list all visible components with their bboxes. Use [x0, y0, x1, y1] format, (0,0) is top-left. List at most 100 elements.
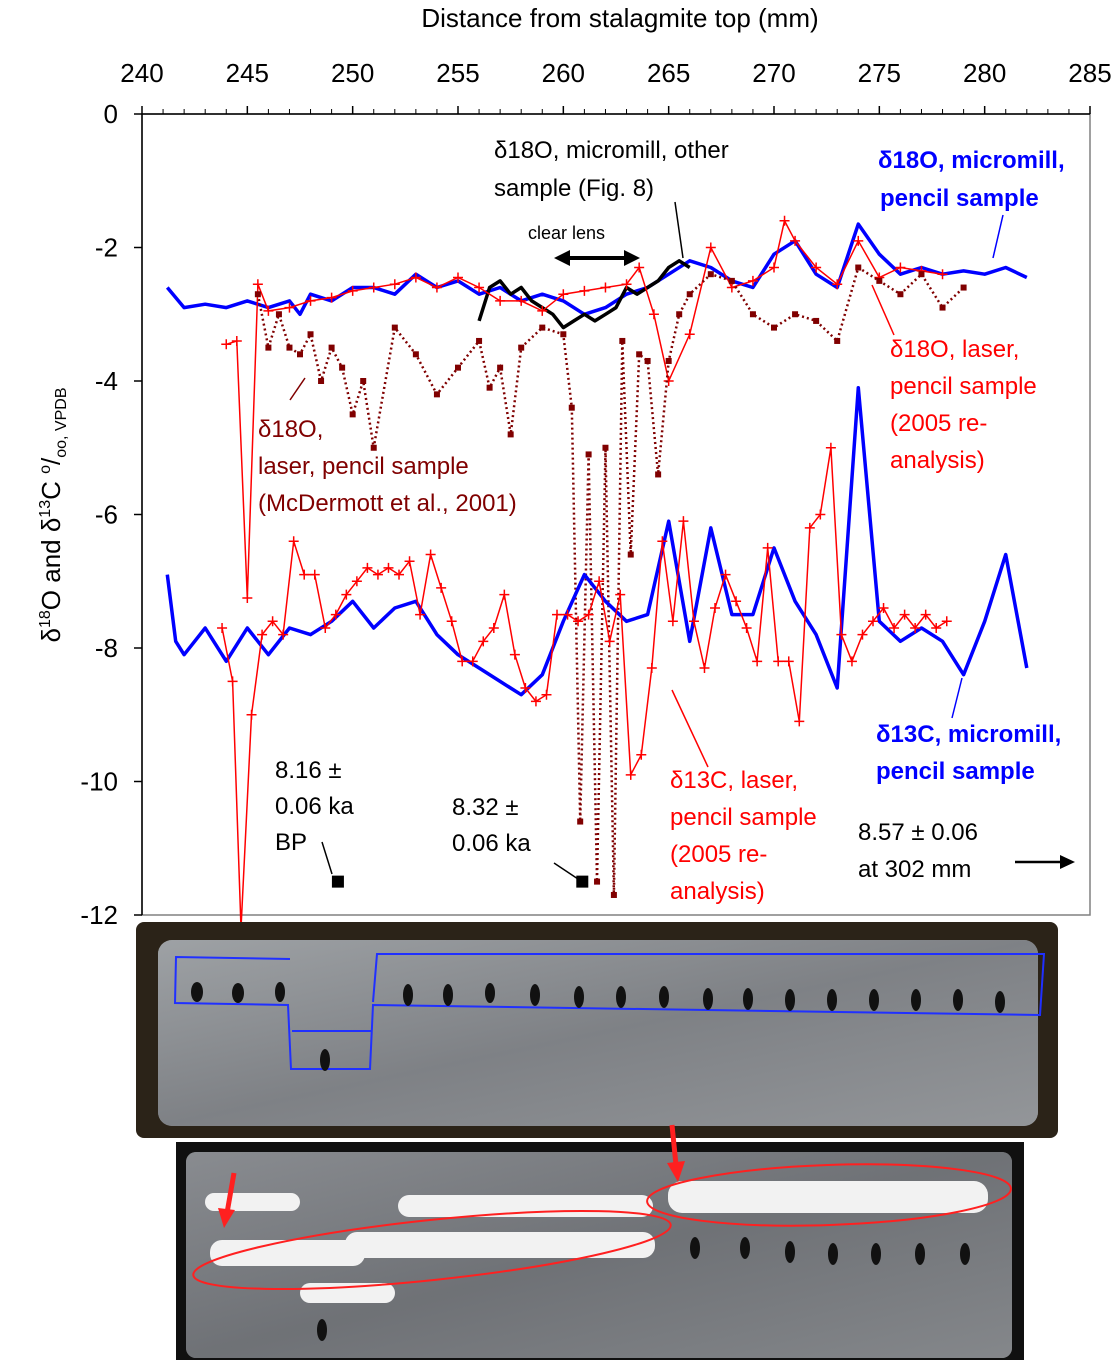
series-point — [676, 311, 683, 318]
series-layer — [165, 215, 1029, 934]
series-point — [520, 683, 531, 694]
series-point — [577, 818, 584, 825]
series-point — [918, 271, 925, 278]
series-point — [678, 516, 689, 527]
series-point — [495, 295, 506, 306]
series-point — [486, 384, 493, 391]
series-point — [627, 551, 634, 558]
series-point — [425, 549, 436, 560]
slab-photo-lower — [176, 1124, 1024, 1360]
series-point — [410, 272, 421, 283]
series-point — [257, 629, 268, 640]
series-point — [221, 339, 232, 350]
series-point — [372, 569, 383, 580]
x-tick-label: 265 — [647, 58, 690, 88]
series-point — [868, 616, 879, 627]
series-point — [941, 616, 952, 627]
annotation-age1-line1: 8.16 ± — [275, 757, 342, 784]
series-point — [518, 344, 525, 351]
series-point — [804, 522, 815, 533]
annotation-blue-o18-line1: δ18O, micromill, — [878, 147, 1065, 174]
series-point — [636, 749, 647, 760]
series-point — [878, 602, 889, 613]
series-point — [731, 596, 742, 607]
series-point — [899, 609, 910, 620]
series-point — [939, 304, 946, 311]
series-point — [779, 215, 790, 226]
series-point — [539, 324, 546, 331]
series-point — [960, 284, 967, 291]
age-point — [331, 875, 344, 888]
series-point — [832, 279, 843, 290]
annotation-age2-line2: 0.06 ka — [452, 830, 531, 857]
annotation-red-o18-line3: (2005 re- — [890, 410, 987, 437]
x-axis-title: Distance from stalagmite top (mm) — [421, 3, 818, 33]
annotation-red-o18-line2: pencil sample — [890, 373, 1037, 400]
series-point — [889, 622, 900, 633]
annotation-red-o18: δ18O, laser, pencil sample (2005 re- ana… — [890, 336, 1037, 474]
series-point — [811, 262, 822, 273]
series-point — [710, 602, 721, 613]
series-point — [636, 351, 643, 358]
series-line — [256, 265, 965, 896]
series-point — [267, 616, 278, 627]
series-point — [265, 344, 272, 351]
clear-lens-label: clear lens — [528, 223, 605, 243]
y-tick-label: -8 — [95, 633, 118, 663]
series-point — [541, 689, 552, 700]
annotation-age3-line2: at 302 mm — [858, 856, 971, 883]
series-point — [846, 656, 857, 667]
series-point — [655, 471, 662, 478]
x-tick-label: 250 — [331, 58, 374, 88]
series-point — [762, 542, 773, 553]
series-point — [457, 656, 468, 667]
series-point — [876, 277, 883, 284]
series-point — [813, 317, 820, 324]
series-point — [558, 289, 569, 300]
series-point — [895, 262, 906, 273]
leader-red-c13 — [671, 689, 709, 768]
series-point — [394, 569, 405, 580]
series-point — [415, 609, 426, 620]
series-point — [720, 569, 731, 580]
series-point — [360, 378, 367, 384]
annotation-dark-o18-line1: δ18O, — [258, 416, 323, 443]
series-point — [263, 305, 274, 316]
series-point — [897, 291, 904, 298]
series-point — [604, 636, 615, 647]
series-point — [309, 569, 320, 580]
series-point — [488, 622, 499, 633]
series-point — [825, 442, 836, 453]
series-point — [242, 592, 253, 603]
leader-age1 — [321, 841, 333, 875]
x-tick-label: 280 — [963, 58, 1006, 88]
series-point — [297, 351, 303, 358]
series-point — [284, 302, 295, 313]
series-point — [663, 376, 674, 386]
series-point — [747, 275, 758, 286]
y-tick-label: -2 — [95, 233, 118, 263]
series-point — [621, 279, 632, 290]
series-line — [165, 385, 1029, 697]
series-point — [836, 629, 847, 640]
series-line — [226, 218, 943, 598]
series-point — [855, 264, 862, 271]
series-point — [227, 676, 238, 687]
leader-blue-c13 — [951, 677, 963, 719]
annotation-blue-o18: δ18O, micromill, pencil sample — [878, 147, 1065, 212]
annotation-dark-o18-line3: (McDermott et al., 2001) — [258, 490, 517, 517]
series-point — [231, 335, 242, 346]
series-point — [752, 656, 763, 667]
series-point — [910, 622, 921, 633]
series-4 — [165, 385, 1029, 697]
annotation-blue-c13: δ13C, micromill, pencil sample — [876, 721, 1061, 785]
annotation-black-o18-line2: sample (Fig. 8) — [494, 175, 654, 202]
series-2 — [221, 215, 948, 603]
annotation-age3: 8.57 ± 0.06 at 302 mm — [858, 819, 978, 883]
y-tick-label: -4 — [95, 366, 118, 396]
series-point — [771, 324, 777, 331]
annotation-blue-c13-line2: pencil sample — [876, 758, 1035, 785]
series-point — [686, 291, 693, 298]
leader-blue-o18 — [992, 214, 1004, 259]
